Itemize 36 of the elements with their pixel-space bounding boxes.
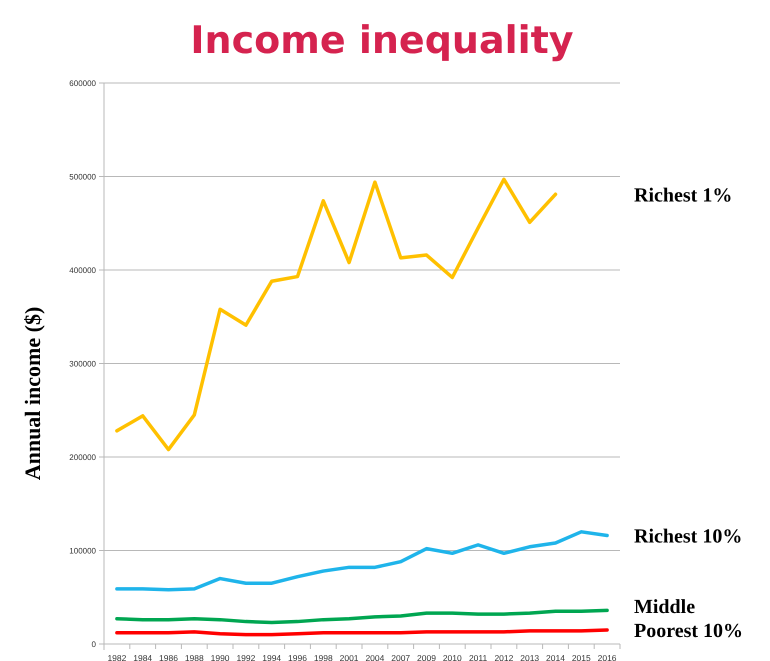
y-tick-label: 400000 xyxy=(69,266,97,275)
x-tick-label: 2012 xyxy=(494,653,514,661)
line-series xyxy=(115,178,558,452)
y-tick-label: 200000 xyxy=(69,453,97,462)
y-tick-label: 0 xyxy=(92,640,97,649)
y-axis-title: Annual income ($) xyxy=(20,306,45,480)
y-tick-label: 300000 xyxy=(69,360,97,368)
x-tick-label: 2013 xyxy=(520,653,540,661)
y-tick-label: 600000 xyxy=(69,79,97,88)
chart-title: Income inequality xyxy=(190,18,574,62)
x-tick-label: 1990 xyxy=(210,653,230,661)
x-tick-label: 1988 xyxy=(184,653,204,661)
y-tick-label: 500000 xyxy=(69,172,97,182)
x-tick-label: 1994 xyxy=(262,653,282,661)
x-tick-label: 2004 xyxy=(365,653,385,661)
x-tick-label: 2001 xyxy=(340,653,359,661)
text: Richest 1% xyxy=(634,184,732,206)
x-tick-label: 2009 xyxy=(417,653,436,661)
x-tick-label: 2011 xyxy=(468,653,488,661)
x-tick-label: 2010 xyxy=(442,653,462,661)
x-tick-label: 2015 xyxy=(572,653,592,661)
x-tick-label: 1996 xyxy=(288,653,308,661)
series-label: Poorest 10% xyxy=(634,620,744,642)
x-tick-label: 1984 xyxy=(133,653,152,661)
x-tick-label: 1992 xyxy=(236,653,256,661)
series-label: Richest 10% xyxy=(634,526,742,548)
line-series xyxy=(115,530,609,592)
x-tick-label: 2014 xyxy=(546,653,566,661)
x-tick-label: 2007 xyxy=(391,653,410,661)
x-tick-label: 2016 xyxy=(598,653,617,661)
y-tick-label: 100000 xyxy=(69,546,97,556)
line-series xyxy=(115,608,609,624)
x-tick-label: 1998 xyxy=(314,653,334,661)
series-label: Middle xyxy=(634,596,696,618)
x-tick-label: 1986 xyxy=(159,653,178,661)
x-tick-label: 1982 xyxy=(107,653,127,661)
